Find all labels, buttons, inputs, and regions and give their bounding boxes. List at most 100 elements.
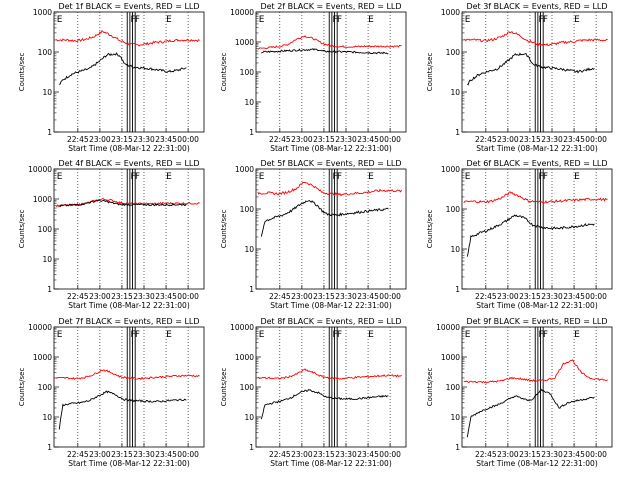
x-tick-label: 23:00: [497, 292, 519, 301]
x-tick-label: 00:00: [177, 450, 199, 459]
x-axis-label: Start Time (08-Mar-12 22:31:00): [476, 459, 598, 468]
x-axis-label: Start Time (08-Mar-12 22:31:00): [68, 144, 190, 153]
plot-frame: [255, 326, 407, 448]
x-tick-label: 00:00: [379, 450, 401, 459]
plot-frame: [461, 11, 613, 133]
y-axis-label: Counts/sec: [426, 368, 434, 407]
event-flag-label: F: [332, 172, 337, 182]
event-flag-label: F: [543, 172, 548, 182]
y-tick-label: 10: [244, 98, 254, 107]
x-tick-label: 23:00: [497, 135, 519, 144]
x-tick-label: 23:15: [519, 135, 541, 144]
x-tick-label: 22:45: [269, 450, 291, 459]
detector-panel: Det 5f BLACK = Events, RED = LLD 1 10 100 10…: [220, 159, 407, 310]
panel-title: Det 7f BLACK = Events, RED = LLD: [58, 317, 199, 326]
plot-frame: [53, 11, 205, 133]
y-tick-label: 10: [450, 245, 460, 254]
y-tick-label: 1: [249, 443, 254, 452]
event-flag-label: F: [332, 15, 337, 25]
detector-panel: Det 1f BLACK = Events, RED = LLD 1 10 100 10…: [18, 2, 205, 153]
y-tick-label: 10: [450, 413, 460, 422]
x-axis-label: Start Time (08-Mar-12 22:31:00): [476, 301, 598, 310]
x-tick-label: 00:00: [177, 135, 199, 144]
lld-series-line: [257, 181, 402, 197]
y-tick-label: 100: [446, 383, 461, 392]
y-tick-label: 10000: [28, 165, 52, 174]
x-tick-label: 23:00: [89, 292, 111, 301]
y-tick-label: 10000: [230, 323, 254, 332]
plot-frame: [255, 11, 407, 133]
y-tick-label: 100: [446, 48, 461, 57]
event-flag-label: F: [538, 15, 543, 25]
event-flag-label: F: [130, 15, 135, 25]
x-tick-label: 23:30: [541, 292, 563, 301]
y-tick-label: 10: [450, 88, 460, 97]
x-tick-label: 22:45: [269, 292, 291, 301]
events-series-line: [260, 389, 389, 420]
x-tick-label: 23:45: [563, 292, 585, 301]
lld-series-line: [55, 369, 200, 380]
detector-panel: Det 6f BLACK = Events, RED = LLD 1 10 100 10…: [426, 159, 613, 310]
event-flag-label: E: [574, 172, 580, 182]
x-tick-label: 23:15: [111, 135, 133, 144]
y-tick-label: 1000: [441, 8, 460, 17]
x-tick-label: 23:45: [155, 450, 177, 459]
event-flag-label: E: [166, 172, 172, 182]
x-tick-label: 00:00: [379, 292, 401, 301]
x-tick-label: 23:45: [155, 292, 177, 301]
x-tick-label: 23:15: [313, 450, 335, 459]
x-axis-label: Start Time (08-Mar-12 22:31:00): [68, 459, 190, 468]
event-flag-label: E: [368, 15, 374, 25]
y-tick-label: 100: [240, 205, 255, 214]
x-tick-label: 23:15: [313, 135, 335, 144]
x-tick-label: 23:15: [111, 292, 133, 301]
x-tick-label: 23:00: [291, 135, 313, 144]
x-tick-label: 23:30: [335, 135, 357, 144]
panel-title: Det 9f BLACK = Events, RED = LLD: [466, 317, 607, 326]
event-flag-label: E: [259, 172, 265, 182]
y-tick-label: 10: [244, 245, 254, 254]
x-tick-label: 23:00: [89, 450, 111, 459]
event-flag-label: F: [135, 15, 140, 25]
y-tick-label: 10: [42, 413, 52, 422]
lld-series-line: [463, 31, 608, 47]
y-tick-label: 100: [38, 225, 53, 234]
plot-frame: [461, 326, 613, 448]
y-axis-label: Counts/sec: [426, 53, 434, 92]
event-flag-label: F: [130, 172, 135, 182]
x-tick-label: 23:45: [155, 135, 177, 144]
panel-title: Det 8f BLACK = Events, RED = LLD: [260, 317, 401, 326]
panel-title: Det 3f BLACK = Events, RED = LLD: [466, 2, 607, 11]
plot-frame: [53, 168, 205, 290]
y-tick-label: 100: [446, 205, 461, 214]
detector-panel: Det 8f BLACK = Events, RED = LLD 1 10 100 10…: [220, 317, 407, 468]
events-series-line: [466, 214, 595, 257]
event-flag-label: F: [538, 330, 543, 340]
x-axis-label: Start Time (08-Mar-12 22:31:00): [68, 301, 190, 310]
x-tick-label: 23:45: [357, 450, 379, 459]
y-tick-label: 10000: [28, 323, 52, 332]
y-tick-label: 1000: [33, 195, 52, 204]
y-tick-label: 1: [249, 128, 254, 137]
event-flag-label: E: [465, 172, 471, 182]
detector-panel: Det 4f BLACK = Events, RED = LLD 1 10 100 10…: [18, 159, 205, 310]
y-tick-label: 10000: [436, 323, 460, 332]
event-flag-label: F: [332, 330, 337, 340]
y-tick-label: 1: [455, 128, 460, 137]
x-axis-label: Start Time (08-Mar-12 22:31:00): [270, 301, 392, 310]
panel-title: Det 4f BLACK = Events, RED = LLD: [58, 159, 199, 168]
event-flag-label: F: [130, 330, 135, 340]
x-tick-label: 23:30: [133, 450, 155, 459]
y-tick-label: 1: [47, 285, 52, 294]
y-tick-label: 1000: [235, 165, 254, 174]
x-tick-label: 23:15: [313, 292, 335, 301]
y-axis-label: Counts/sec: [18, 210, 26, 249]
x-tick-label: 23:45: [563, 135, 585, 144]
x-tick-label: 23:00: [497, 450, 519, 459]
x-axis-label: Start Time (08-Mar-12 22:31:00): [270, 459, 392, 468]
y-tick-label: 10: [244, 413, 254, 422]
plot-frame: [255, 168, 407, 290]
lld-series-line: [257, 368, 402, 380]
x-tick-label: 22:45: [475, 135, 497, 144]
y-tick-label: 1000: [33, 353, 52, 362]
